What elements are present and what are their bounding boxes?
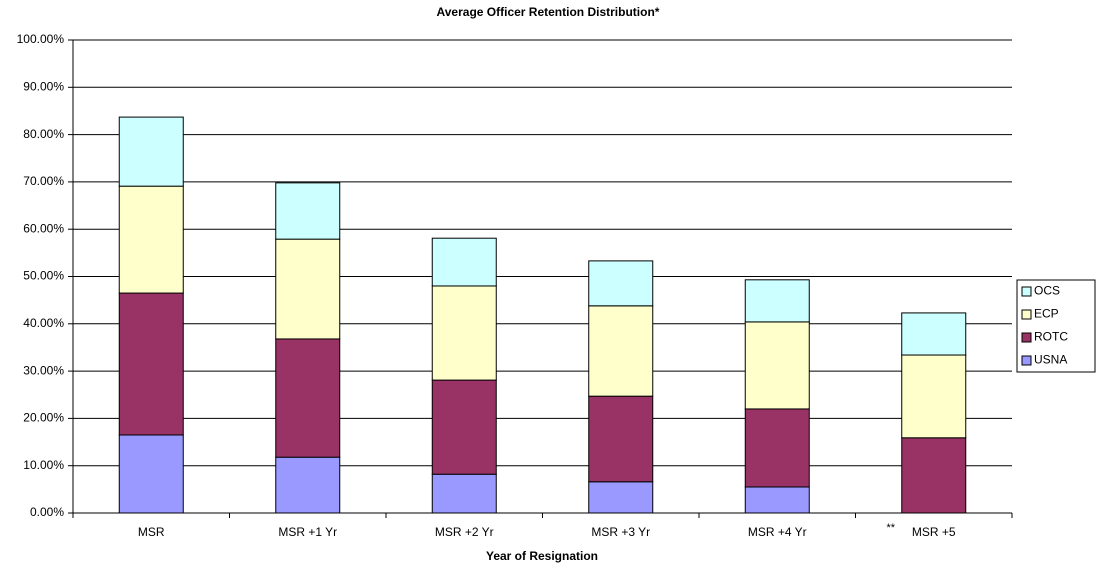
bar-segment [901, 437, 967, 514]
legend-swatch [1021, 332, 1032, 343]
y-tick-label: 100.00% [17, 32, 65, 46]
bar-segment [744, 486, 810, 514]
y-tick-label: 50.00% [23, 269, 64, 283]
bar-segment [431, 379, 497, 475]
bar-segment [588, 305, 654, 397]
bar-segment [431, 473, 497, 514]
bar-segment [275, 182, 341, 240]
bar-segment [588, 395, 654, 483]
legend-swatch [1021, 355, 1032, 366]
y-tick-label: 40.00% [23, 316, 64, 330]
x-tick-label: MSR +1 Yr [278, 525, 337, 539]
legend-label: ROTC [1034, 330, 1068, 344]
bar-segment [118, 185, 184, 294]
bar-segment [901, 354, 967, 439]
bar-segment [118, 116, 184, 187]
bar-segment [588, 260, 654, 307]
x-tick-label: MSR [138, 525, 165, 539]
y-tick-label: 10.00% [23, 458, 64, 472]
bar-segment [431, 285, 497, 381]
x-tick-label: MSR +2 Yr [435, 525, 494, 539]
bar-segment [275, 238, 341, 340]
x-tick-label: MSR +5 [912, 525, 956, 539]
x-tick-label: MSR +4 Yr [748, 525, 807, 539]
legend-label: OCS [1034, 284, 1060, 298]
y-tick-label: 20.00% [23, 411, 64, 425]
bar-segment [744, 408, 810, 488]
annotation: ** [886, 522, 895, 534]
y-tick-label: 90.00% [23, 79, 64, 93]
bar-segment [275, 456, 341, 514]
legend-swatch [1021, 286, 1032, 297]
y-tick-label: 60.00% [23, 221, 64, 235]
x-tick-label: MSR +3 Yr [591, 525, 650, 539]
bar-segment [431, 237, 497, 287]
bar-segment [118, 292, 184, 436]
bar-segment [744, 279, 810, 323]
legend-label: USNA [1034, 353, 1067, 367]
bar-segment [901, 312, 967, 356]
y-tick-label: 30.00% [23, 363, 64, 377]
y-tick-label: 80.00% [23, 127, 64, 141]
legend-label: ECP [1034, 307, 1059, 321]
bar-segment [118, 434, 184, 514]
x-axis-label: Year of Resignation [486, 549, 598, 563]
y-tick-label: 70.00% [23, 174, 64, 188]
bar-segment [744, 321, 810, 410]
bar-segment [275, 338, 341, 458]
chart-title: Average Officer Retention Distribution* [437, 5, 660, 19]
bar-segment [588, 481, 654, 514]
y-tick-label: 0.00% [30, 505, 64, 519]
legend-swatch [1021, 309, 1032, 320]
